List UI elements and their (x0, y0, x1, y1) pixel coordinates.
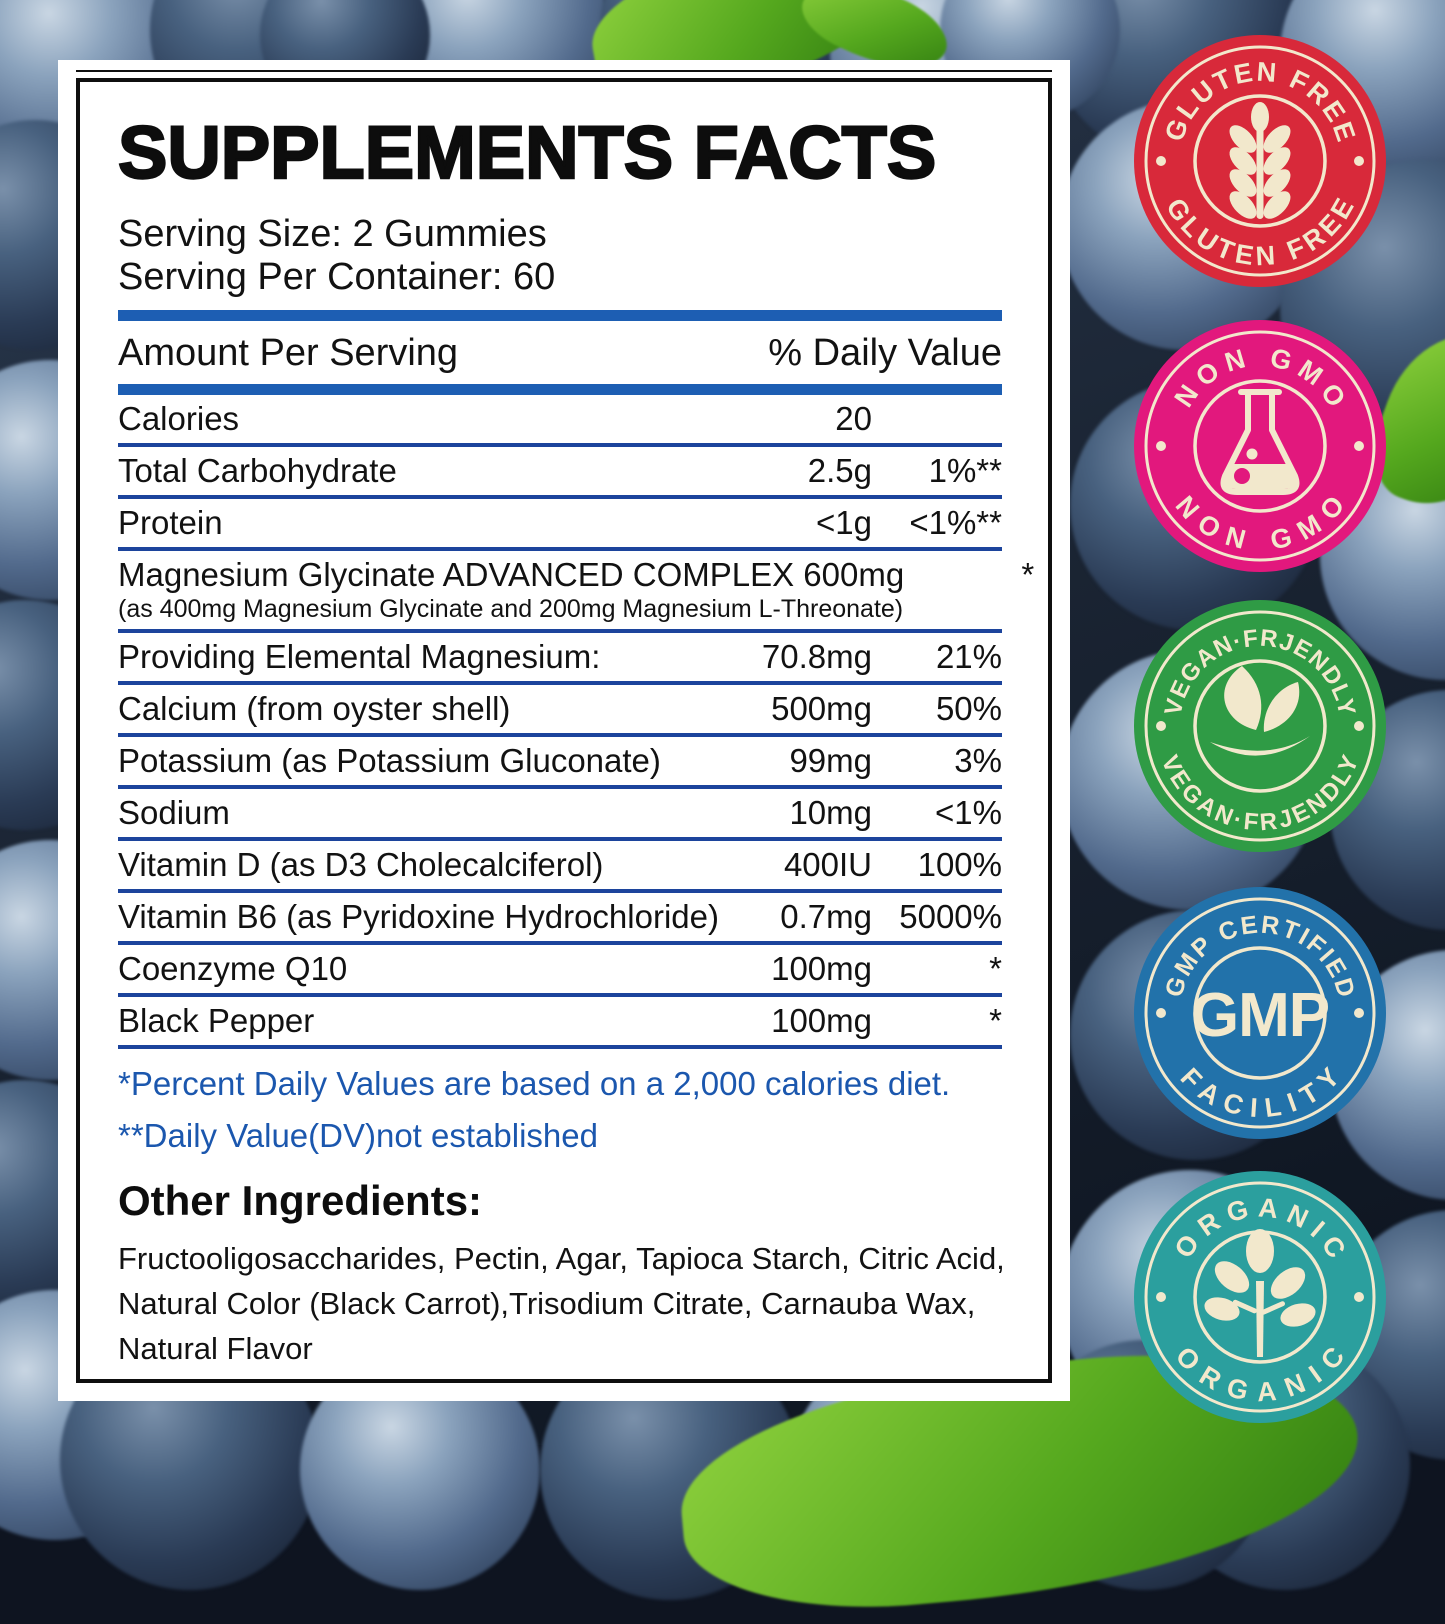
nutrient-amount: 20 (835, 400, 872, 438)
nutrient-daily-value: <1% (935, 794, 1002, 832)
nutrient-name: Black Pepper (118, 1002, 315, 1040)
other-ingredients-heading: Other Ingredients: (118, 1177, 483, 1225)
daily-value-header: % Daily Value (768, 332, 1002, 375)
page-title: SUPPLEMENTS FACTS (117, 110, 938, 195)
nutrient-amount: 99mg (789, 742, 872, 780)
ingredients-line: Fructooligosaccharides, Pectin, Agar, Ta… (118, 1241, 1005, 1277)
serving-per-container: Serving Per Container: 60 (118, 255, 556, 298)
table-row: Total Carbohydrate 2.5g 1%** (118, 447, 1002, 495)
table-row: Calories 20 (118, 395, 1002, 443)
row-divider (118, 1045, 1002, 1050)
row-divider (118, 785, 1002, 790)
nutrient-name: Protein (118, 504, 223, 542)
other-ingredients-text: Fructooligosaccharides, Pectin, Agar, Ta… (118, 1237, 1005, 1372)
svg-text:GMP: GMP (1191, 981, 1329, 1050)
table-row: Potassium (as Potassium Gluconate) 99mg 3% (118, 737, 1002, 785)
amount-per-serving-header: Amount Per Serving (118, 332, 459, 375)
nutrient-daily-value: 50% (935, 690, 1002, 728)
ingredients-line: Natural Flavor (118, 1330, 313, 1366)
row-divider (118, 941, 1002, 946)
nutrient-name: Calories (118, 400, 240, 438)
nutrient-daily-value: * (989, 1002, 1002, 1040)
nutrient-daily-value: 5000% (899, 898, 1002, 936)
nutrient-amount: 10mg (789, 794, 872, 832)
nutrient-name: Total Carbohydrate (118, 452, 397, 490)
footnote-daily-values: *Percent Daily Values are based on a 2,0… (118, 1065, 951, 1103)
nutrient-name: Providing Elemental Magnesium: (118, 638, 601, 676)
row-divider (118, 495, 1002, 500)
table-row: Magnesium Glycinate ADVANCED COMPLEX 600… (118, 551, 1034, 629)
table-header: Amount Per Serving % Daily Value (118, 321, 1002, 384)
table-row: Vitamin B6 (as Pyridoxine Hydrochloride)… (118, 893, 1002, 941)
badge-organic: ORGANIC ORGANIC (1134, 1171, 1386, 1423)
nutrient-daily-value: 21% (935, 638, 1002, 676)
nutrient-daily-value: * (1021, 556, 1035, 594)
nutrient-name: Potassium (as Potassium Gluconate) (118, 742, 661, 780)
facts-table-rows: Calories 20 Total Carbohydrate 2.5g 1%** Prot… (118, 395, 1034, 1050)
badge-gmp-certified: GMP CERTIFIED FACILITY GMP (1134, 887, 1386, 1139)
badge-vegan-friendly: VEGAN·FRJENDLY VEGAN·FRJENDLY (1134, 600, 1386, 852)
nutrient-amount: 2.5g (807, 452, 872, 490)
table-row: Coenzyme Q10 100mg * (118, 945, 1002, 993)
nutrient-daily-value: <1%** (909, 504, 1002, 542)
nutrient-name: Vitamin D (as D3 Cholecalciferol) (118, 846, 604, 884)
nutrient-daily-value: 3% (954, 742, 1002, 780)
nutrient-amount: <1g (816, 504, 872, 542)
nutrient-name: Sodium (118, 794, 230, 832)
nutrient-amount: 0.7mg (780, 898, 872, 936)
nutrient-amount: 100mg (771, 950, 872, 988)
nutrient-subtext: (as 400mg Magnesium Glycinate and 200mg … (118, 595, 904, 624)
nutrient-amount: 400IU (783, 846, 872, 884)
table-row: Protein <1g <1%** (118, 499, 1002, 547)
row-divider (118, 889, 1002, 894)
row-divider (118, 993, 1002, 998)
table-row: Vitamin D (as D3 Cholecalciferol) 400IU 10… (118, 841, 1002, 889)
supplement-facts-panel: SUPPLEMENTS FACTS Serving Size: 2 Gummie… (58, 60, 1070, 1401)
label-content: SUPPLEMENTS FACTS Serving Size: 2 Gummie… (80, 82, 1048, 1379)
nutrient-daily-value: 100% (917, 846, 1002, 884)
table-row: Calcium (from oyster shell) 500mg 50% (118, 685, 1002, 733)
ingredients-line: Natural Color (Black Carrot),Trisodium C… (118, 1286, 976, 1322)
nutrient-name: Coenzyme Q10 (118, 950, 348, 988)
section-divider (118, 384, 1002, 396)
row-divider (118, 547, 1002, 552)
nutrient-amount: 70.8mg (761, 638, 872, 676)
row-divider (118, 681, 1002, 686)
section-divider (118, 310, 1002, 322)
nutrient-amount: 500mg (771, 690, 872, 728)
table-row: Black Pepper 100mg * (118, 997, 1002, 1045)
table-row: Sodium 10mg <1% (118, 789, 1002, 837)
label-border: SUPPLEMENTS FACTS Serving Size: 2 Gummie… (76, 70, 1052, 1383)
nutrient-amount: 100mg (771, 1002, 872, 1040)
footnote-dv-not-established: **Daily Value(DV)not established (118, 1117, 598, 1155)
row-divider (118, 837, 1002, 842)
row-divider (118, 629, 1002, 634)
row-divider (118, 733, 1002, 738)
badge-non-gmo: NON GMO NON GMO (1134, 320, 1386, 572)
nutrient-daily-value: 1%** (928, 452, 1002, 490)
badge-gluten-free: GLUTEN FREE GLUTEN FREE (1134, 35, 1386, 287)
nutrient-name: Magnesium Glycinate ADVANCED COMPLEX 600… (118, 556, 905, 624)
table-row: Providing Elemental Magnesium: 70.8mg 21% (118, 633, 1002, 681)
row-divider (118, 443, 1002, 448)
nutrient-name: Calcium (from oyster shell) (118, 690, 511, 728)
nutrient-daily-value: * (989, 950, 1002, 988)
nutrient-name: Vitamin B6 (as Pyridoxine Hydrochloride) (118, 898, 719, 936)
serving-size: Serving Size: 2 Gummies (118, 213, 547, 255)
